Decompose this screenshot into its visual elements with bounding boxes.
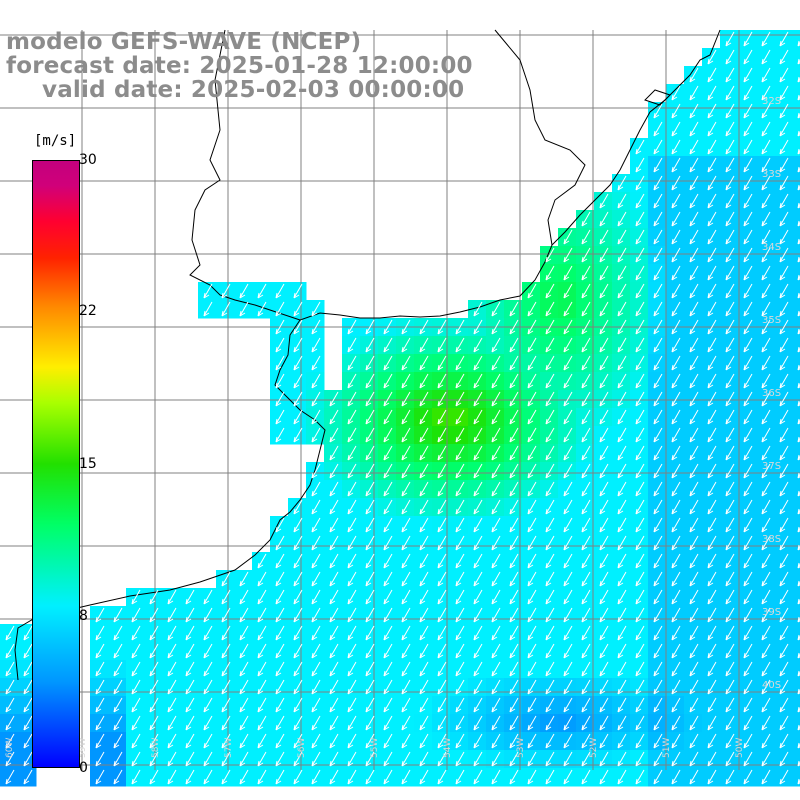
longitude-label-59W: 59W [78, 738, 88, 758]
wind-speed-field [0, 30, 800, 787]
map-header: modelo GEFS-WAVE (NCEP) forecast date: 2… [6, 30, 473, 102]
longitude-label-52W: 52W [589, 738, 599, 758]
colorbar [32, 160, 80, 768]
latitude-label-37S: 37S [762, 461, 781, 472]
latitude-label-33S: 33S [762, 169, 781, 180]
longitude-label-60W: 60W [5, 738, 15, 758]
longitude-label-58W: 58W [151, 738, 161, 758]
colorbar-unit: [m/s] [34, 133, 77, 149]
forecast-date: forecast date: 2025-01-28 12:00:00 [6, 53, 473, 79]
border-line-uruguay [189, 29, 301, 321]
latitude-label-38S: 38S [762, 534, 781, 545]
longitude-label-55W: 55W [370, 738, 380, 758]
colorbar-tick-0: 0 [79, 760, 88, 776]
latitude-label-40S: 40S [762, 680, 781, 691]
coastline [14, 29, 721, 681]
colorbar-tick-15: 15 [79, 456, 97, 472]
longitude-label-54W: 54W [443, 738, 453, 758]
latitude-label-35S: 35S [762, 315, 781, 326]
longitude-label-56W: 56W [297, 738, 307, 758]
latitude-label-32S: 32S [762, 96, 781, 107]
colorbar-tick-22: 22 [79, 303, 97, 319]
colorbar-tick-8: 8 [79, 608, 88, 624]
border-line-north [494, 29, 586, 246]
latitude-label-36S: 36S [762, 388, 781, 399]
colorbar-tick-30: 30 [79, 152, 97, 168]
latitude-label-34S: 34S [762, 242, 781, 253]
lagoon-outline [644, 89, 671, 106]
longitude-label-50W: 50W [735, 738, 745, 758]
latitude-label-39S: 39S [762, 607, 781, 618]
longitude-label-57W: 57W [224, 738, 234, 758]
axis-labels: 32S 33S 34S 35S 36S 37S 38S 39S 40S 60W 59W 58W 57W 5… [5, 96, 781, 758]
longitude-label-53W: 53W [516, 738, 526, 758]
wind-arrows [5, 31, 800, 785]
valid-date: valid date: 2025-02-03 00:00:00 [42, 77, 465, 103]
longitude-label-51W: 51W [662, 738, 672, 758]
model-title: modelo GEFS-WAVE (NCEP) [6, 29, 362, 55]
